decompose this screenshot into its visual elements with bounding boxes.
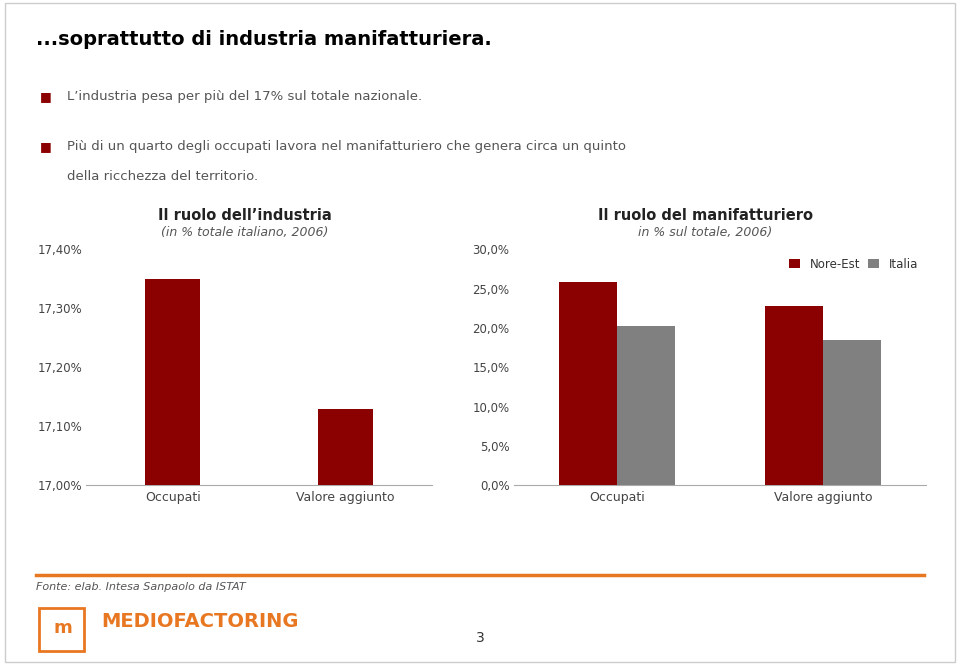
- Text: ...soprattutto di industria manifatturiera.: ...soprattutto di industria manifatturie…: [36, 30, 492, 49]
- Text: m: m: [54, 619, 72, 637]
- Bar: [318, 409, 373, 665]
- Text: ■: ■: [40, 90, 52, 103]
- Bar: [824, 340, 881, 485]
- FancyBboxPatch shape: [39, 608, 84, 650]
- Text: Il ruolo del manifatturiero: Il ruolo del manifatturiero: [598, 207, 813, 223]
- Legend: Nore-Est, Italia: Nore-Est, Italia: [786, 255, 921, 273]
- Bar: [559, 283, 617, 485]
- Text: L’industria pesa per più del 17% sul totale nazionale.: L’industria pesa per più del 17% sul tot…: [67, 90, 422, 103]
- Text: 3: 3: [475, 631, 485, 645]
- Text: MEDIOFACTORING: MEDIOFACTORING: [101, 612, 299, 631]
- Text: Fonte: elab. Intesa Sanpaolo da ISTAT: Fonte: elab. Intesa Sanpaolo da ISTAT: [36, 582, 246, 592]
- Text: in % sul totale, 2006): in % sul totale, 2006): [638, 226, 773, 239]
- Bar: [145, 279, 201, 665]
- Text: ■: ■: [40, 140, 52, 153]
- Bar: [765, 306, 824, 485]
- Text: (in % totale italiano, 2006): (in % totale italiano, 2006): [161, 226, 328, 239]
- Bar: [617, 327, 675, 485]
- Text: Più di un quarto degli occupati lavora nel manifatturiero che genera circa un qu: Più di un quarto degli occupati lavora n…: [67, 140, 626, 153]
- Text: della ricchezza del territorio.: della ricchezza del territorio.: [67, 170, 258, 183]
- Text: Il ruolo dell’industria: Il ruolo dell’industria: [158, 207, 331, 223]
